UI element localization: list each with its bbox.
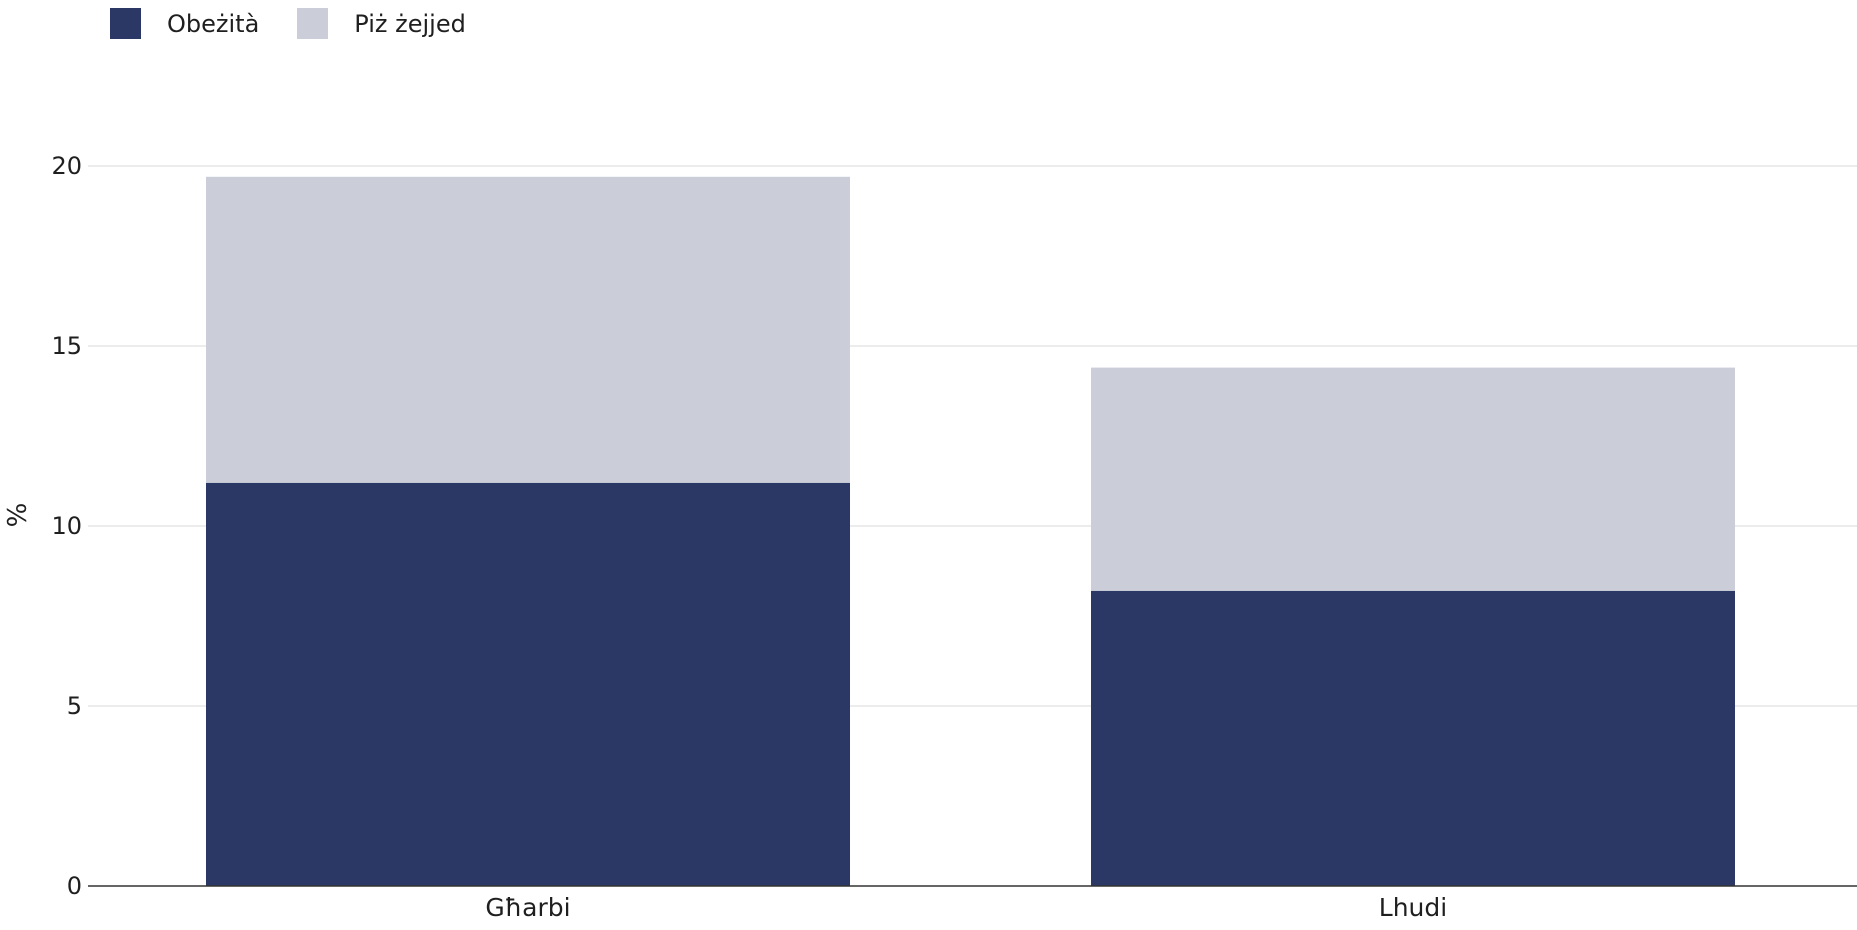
- legend-swatch-overweight: [297, 8, 329, 39]
- x-category-label-1: Lhudi: [1379, 893, 1447, 922]
- bar-1-series-1: [1091, 367, 1735, 591]
- legend-item-overweight: Piż żejjed: [297, 8, 466, 39]
- bar-0-series-1: [206, 176, 850, 483]
- chart-legend: Obeżità Piż żejjed: [110, 8, 466, 39]
- y-axis-title: %: [3, 503, 33, 528]
- x-category-label-0: Għarbi: [485, 893, 570, 922]
- y-tick-label-10: 10: [51, 512, 82, 540]
- bar-0-series-0: [206, 482, 850, 886]
- legend-item-obesity: Obeżità: [110, 8, 259, 39]
- y-tick-label-5: 5: [67, 692, 82, 720]
- y-tick-label-15: 15: [51, 332, 82, 360]
- legend-swatch-obesity: [110, 8, 141, 39]
- y-tick-label-0: 0: [67, 872, 82, 900]
- legend-label-obesity: Obeżità: [167, 9, 260, 38]
- legend-label-overweight: Piż żejjed: [354, 9, 466, 38]
- bar-1-series-0: [1091, 590, 1735, 886]
- y-tick-label-20: 20: [51, 152, 82, 180]
